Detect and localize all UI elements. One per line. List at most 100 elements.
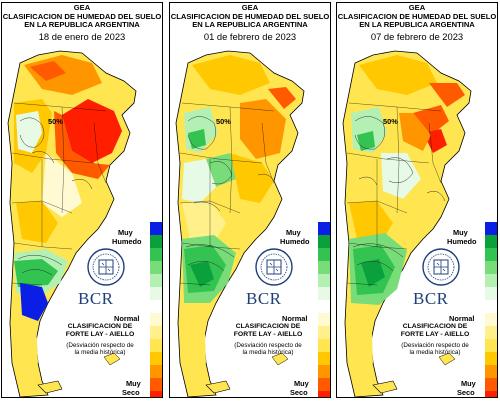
legend-muy-humedo-1: Muy (118, 228, 133, 237)
legend-swatch (318, 326, 330, 339)
contour-line (352, 243, 404, 258)
map-header: GEA CLASIFICACION DE HUMEDAD DEL SUELO E… (170, 3, 330, 42)
contour-line (21, 269, 53, 276)
moisture-zone (399, 113, 431, 151)
contour-line (71, 179, 93, 190)
description-line-1: (Desviación respecto de (234, 342, 302, 349)
org-label: GEA (408, 3, 426, 12)
moisture-zone (16, 201, 58, 243)
legend-swatch (318, 222, 330, 235)
legend-muy-seco-1: Muy (294, 379, 309, 388)
classification-description: (Desviación respecto de la media históri… (218, 342, 318, 357)
classification-title: CLASIFICACION DE FORTE LAY - AIELLO (385, 323, 485, 339)
legend-swatch (150, 235, 162, 248)
moisture-zone (12, 321, 38, 363)
moisture-zone (54, 111, 110, 179)
classification-line-2: FORTE LAY - AIELLO (400, 331, 470, 338)
contour-label: 50% (216, 117, 231, 126)
org-label: GEA (241, 3, 259, 12)
legend-swatch (318, 365, 330, 378)
legend-swatch (150, 300, 162, 313)
moisture-zone (20, 283, 48, 321)
legend-swatch (318, 235, 330, 248)
moisture-zone (182, 159, 216, 203)
legend-swatch (485, 261, 497, 274)
title-line-2: EN LA REPUBLICA ARGENTINA (192, 20, 308, 30)
contour-label: 50% (48, 117, 63, 126)
legend-swatch (318, 313, 330, 326)
contour-line (187, 260, 225, 272)
classification-title: CLASIFICACION DE FORTE LAY - AIELLO (50, 323, 150, 339)
legend-swatch (318, 261, 330, 274)
legend-muy-seco-1: Muy (461, 379, 476, 388)
moisture-zone (14, 259, 58, 287)
moisture-zone (347, 159, 381, 203)
contour-line (354, 116, 385, 150)
bcr-seal-icon (255, 248, 293, 286)
description-line-1: (Desviación respecto de (401, 342, 469, 349)
legend-normal: Normal (449, 314, 475, 323)
classification-title: CLASIFICACION DE FORTE LAY - AIELLO (218, 323, 318, 339)
bcr-seal-icon (422, 248, 460, 286)
legend-swatch (150, 274, 162, 287)
contour-line (386, 157, 414, 183)
classification-line-2: FORTE LAY - AIELLO (65, 331, 135, 338)
legend-swatch (485, 287, 497, 300)
moisture-zone (16, 111, 42, 153)
bcr-seal-icon (87, 248, 125, 286)
legend-swatch (150, 352, 162, 365)
moisture-zone (429, 83, 465, 107)
legend-muy-seco-1: Muy (126, 379, 141, 388)
legend-swatch (150, 287, 162, 300)
moisture-zone (42, 153, 82, 217)
title-line-1: CLASIFICACION DE HUMEDAD DEL SUELO (2, 11, 162, 21)
legend-swatch (318, 300, 330, 313)
map-date: 01 de febrero de 2023 (203, 30, 297, 42)
moisture-zone (349, 201, 393, 243)
contour-line (187, 116, 216, 150)
contour-line (257, 173, 277, 186)
moisture-zone (62, 99, 122, 163)
legend-normal: Normal (114, 314, 140, 323)
title-line-1: CLASIFICACION DE HUMEDAD DEL SUELO (170, 11, 330, 21)
legend-muy-humedo-2: Humedo (280, 237, 310, 246)
bcr-logo-text: BCR (78, 289, 114, 308)
contour-line (17, 254, 63, 266)
legend-muy-seco-2: Seco (122, 388, 140, 397)
legend-muy-seco-2: Seco (457, 388, 475, 397)
legend-swatch (318, 287, 330, 300)
moisture-zone (182, 201, 226, 243)
legend-muy-seco-2: Seco (290, 388, 308, 397)
legend-swatch (485, 352, 497, 365)
legend-normal: Normal (282, 314, 308, 323)
legend-swatch (485, 300, 497, 313)
legend-muy-humedo-2: Humedo (447, 237, 477, 246)
legend-swatch (485, 313, 497, 326)
map-panel-2: GEA CLASIFICACION DE HUMEDAD DEL SUELO E… (169, 2, 331, 398)
title-line-2: EN LA REPUBLICA ARGENTINA (24, 20, 140, 30)
legend-swatch (485, 222, 497, 235)
moisture-zone (180, 305, 206, 363)
description-line-2: la media histórica) (242, 349, 294, 357)
legend-muy-humedo-2: Humedo (112, 237, 142, 246)
moisture-zone (190, 261, 214, 287)
legend-muy-humedo-1: Muy (286, 228, 301, 237)
legend-swatch (485, 339, 497, 352)
bcr-logo-text: BCR (246, 289, 282, 308)
legend-swatch (485, 391, 497, 397)
moisture-zone (206, 153, 236, 187)
soil-moisture-map (342, 50, 472, 397)
description-line-2: la media histórica) (409, 349, 461, 357)
soil-moisture-map (175, 50, 305, 397)
legend-swatch (485, 274, 497, 287)
moisture-zone (240, 99, 286, 159)
contour-line (31, 151, 55, 164)
legend-swatch (485, 235, 497, 248)
legend-swatch (318, 339, 330, 352)
contour-line (358, 176, 378, 186)
moisture-zone (347, 305, 373, 363)
legend-swatch (485, 378, 497, 391)
moisture-zone (268, 87, 296, 109)
classification-line-1: CLASIFICACION DE (235, 323, 301, 330)
soil-moisture-map (7, 50, 137, 397)
